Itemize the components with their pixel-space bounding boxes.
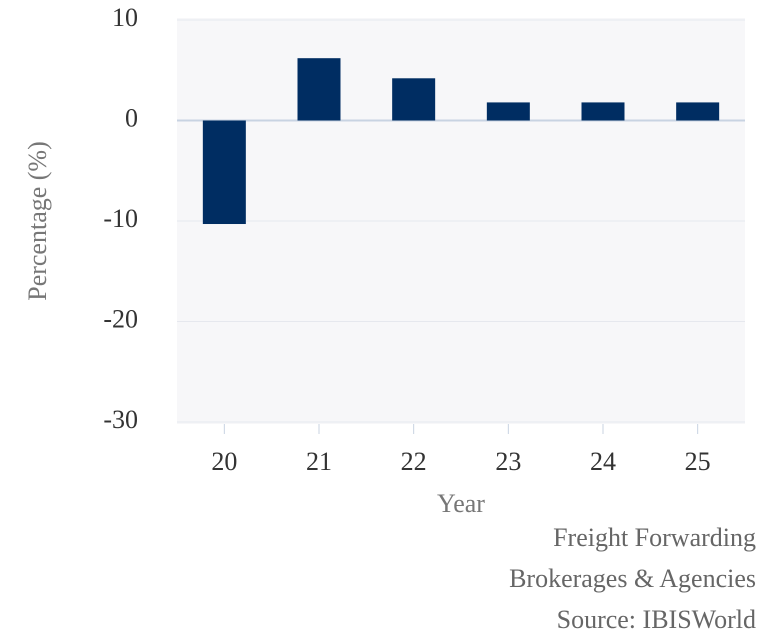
y-tick-label: -20: [103, 304, 138, 333]
credit: Brokerages & Agencies: [509, 564, 756, 593]
x-tick-label: 21: [306, 447, 332, 476]
x-tick-label: 25: [685, 447, 711, 476]
bar: [676, 102, 720, 121]
y-tick-label: 0: [125, 103, 138, 132]
y-tick-label: -30: [103, 405, 138, 434]
y-tick-label: 10: [112, 3, 138, 32]
x-tick-label: 24: [590, 447, 616, 476]
bar: [297, 58, 341, 121]
bar: [392, 78, 436, 121]
credit: Freight Forwarding: [553, 523, 756, 552]
bar: [202, 120, 246, 225]
credit: Source: IBISWorld: [557, 605, 756, 634]
x-tick-label: 23: [495, 447, 521, 476]
bar: [486, 102, 530, 121]
x-axis-label: Year: [437, 489, 485, 518]
x-tick-label: 22: [401, 447, 427, 476]
bar: [581, 102, 625, 121]
x-tick-label: 20: [211, 447, 237, 476]
y-axis-label: Percentage (%): [23, 141, 52, 301]
y-tick-label: -10: [103, 204, 138, 233]
